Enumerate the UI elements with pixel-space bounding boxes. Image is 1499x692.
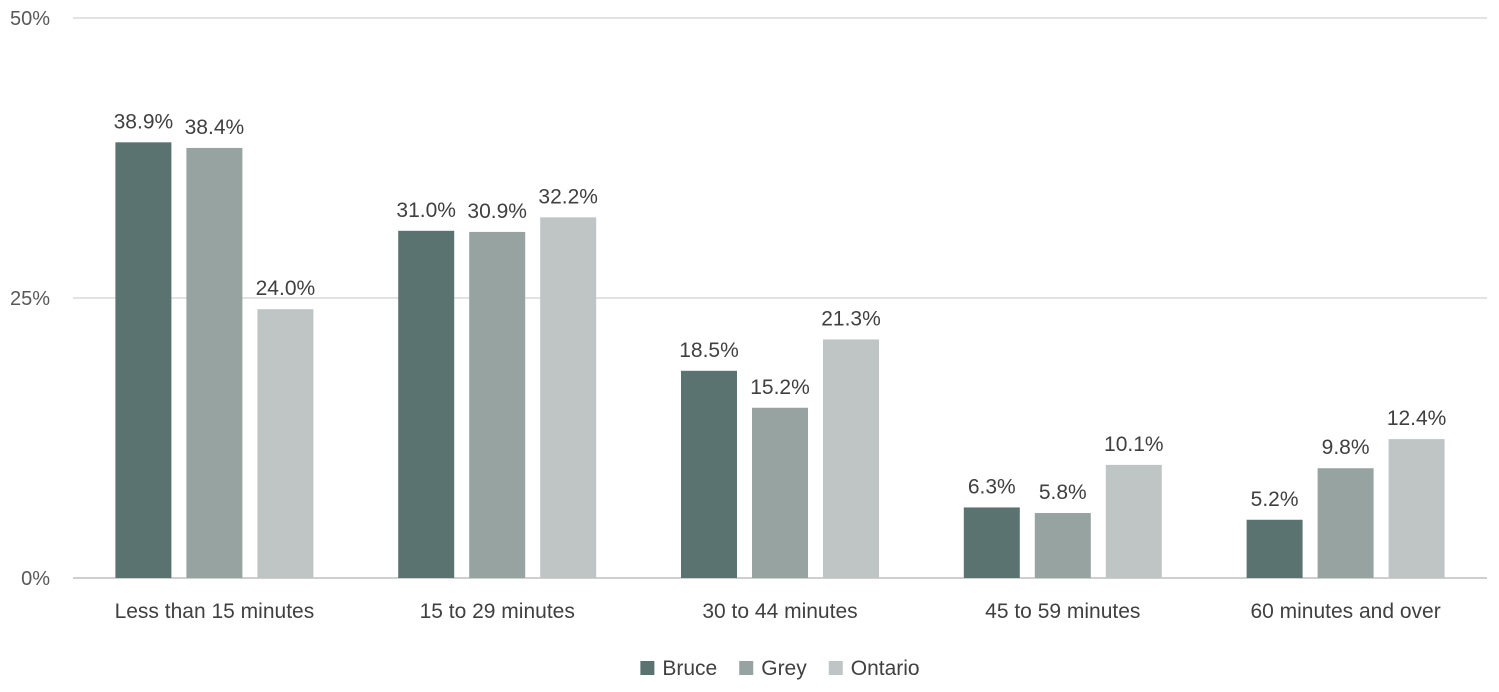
data-label: 9.8% xyxy=(1322,436,1370,459)
data-label: 12.4% xyxy=(1387,407,1447,430)
bar-ontario xyxy=(540,217,597,579)
bar-grey xyxy=(469,231,526,579)
bar-ontario xyxy=(257,309,314,578)
x-tick-label: 15 to 29 minutes xyxy=(420,600,575,623)
data-label: 15.2% xyxy=(750,376,810,399)
y-tick-label: 0% xyxy=(21,568,50,590)
bar-grey xyxy=(186,147,243,579)
x-tick-label: 45 to 59 minutes xyxy=(985,600,1140,623)
data-label: 18.5% xyxy=(679,339,739,362)
data-label: 10.1% xyxy=(1104,433,1164,456)
legend-label-bruce: Bruce xyxy=(662,657,717,680)
data-label: 30.9% xyxy=(467,200,527,223)
data-labels-layer: 38.9% 38.4% 24.0% 31.0% 30.9% 32.2% 18.5% 15.2%… xyxy=(114,110,1447,510)
x-axis: Less than 15 minutes 15 to 29 minutes 30 t… xyxy=(115,600,1441,623)
bar-bruce xyxy=(963,507,1020,578)
bars-layer xyxy=(115,142,1445,579)
x-tick-label: 30 to 44 minutes xyxy=(702,600,857,623)
data-label: 38.9% xyxy=(114,110,174,133)
legend-label-grey: Grey xyxy=(761,657,807,680)
data-label: 5.8% xyxy=(1039,481,1087,504)
bar-grey xyxy=(1034,513,1091,578)
data-label: 24.0% xyxy=(256,277,316,300)
bar-ontario xyxy=(823,339,879,578)
legend-swatch-bruce xyxy=(640,661,655,675)
legend-swatch-grey xyxy=(739,661,754,675)
data-label: 6.3% xyxy=(968,475,1016,498)
data-label: 31.0% xyxy=(396,199,456,222)
x-tick-label: 60 minutes and over xyxy=(1250,600,1440,623)
x-tick-label: Less than 15 minutes xyxy=(115,600,315,623)
bar-bruce xyxy=(115,142,172,578)
y-tick-label: 25% xyxy=(10,288,50,310)
bar-grey xyxy=(1317,468,1374,578)
legend: Bruce Grey Ontario xyxy=(640,657,920,680)
y-tick-label: 50% xyxy=(10,8,50,30)
data-label: 32.2% xyxy=(538,185,598,208)
bar-bruce xyxy=(681,370,737,578)
bar-grey xyxy=(752,407,808,578)
bar-bruce xyxy=(1246,519,1303,578)
bar-bruce xyxy=(398,230,455,579)
data-label: 21.3% xyxy=(821,307,881,330)
data-label: 5.2% xyxy=(1251,488,1299,511)
bar-ontario xyxy=(1105,464,1162,578)
legend-label-ontario: Ontario xyxy=(851,657,920,680)
bar-ontario xyxy=(1388,439,1445,578)
legend-swatch-ontario xyxy=(828,661,843,675)
data-label: 38.4% xyxy=(185,116,245,139)
